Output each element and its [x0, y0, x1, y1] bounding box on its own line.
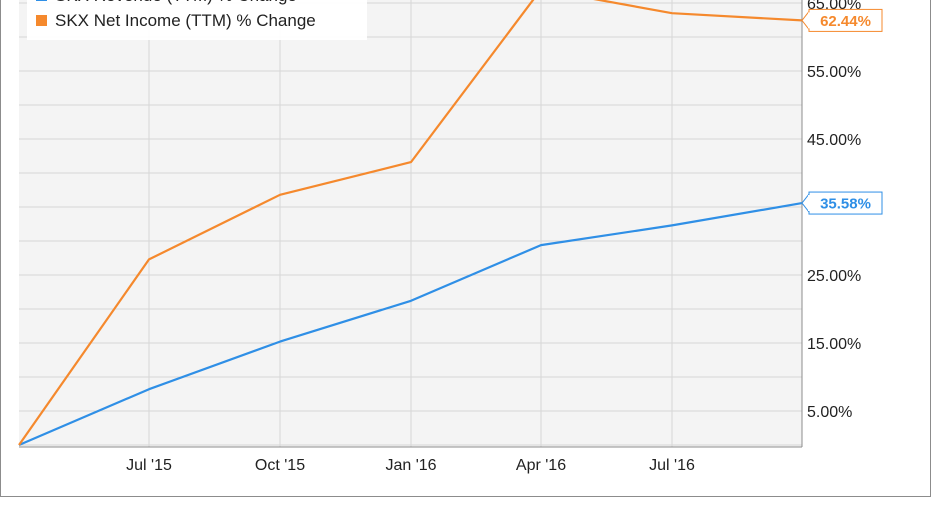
x-tick-label: Jul '15: [126, 457, 172, 474]
series-lines: [18, 0, 803, 447]
y-tick-label: 55.00%: [807, 64, 861, 81]
y-tick-label: 5.00%: [807, 404, 852, 421]
x-tick-label: Apr '16: [516, 457, 566, 474]
legend: SKX Revenue (TTM) % Change SKX Net Income…: [27, 0, 367, 40]
end-label: 35.58%: [820, 196, 871, 213]
y-tick-label: 25.00%: [807, 268, 861, 285]
y-tick-label: 45.00%: [807, 132, 861, 149]
end-label-joint: [808, 12, 810, 29]
x-tick-labels: Jul '15 Oct '15 Jan '16 Apr '16 Jul '16: [126, 457, 695, 474]
end-label: 62.44%: [820, 13, 871, 30]
grid: [19, 0, 802, 447]
legend-swatch: [36, 0, 47, 1]
end-labels: 35.58% 62.44%: [801, 8, 883, 215]
series-line: [18, 202, 803, 447]
x-tick-label: Jul '16: [649, 457, 695, 474]
end-label-pointer: [801, 9, 810, 31]
end-label-pointer: [801, 192, 810, 214]
legend-label: SKX Net Income (TTM) % Change: [55, 11, 316, 30]
legend-swatch: [36, 15, 47, 26]
x-tick-label: Oct '15: [255, 457, 305, 474]
x-tick-label: Jan '16: [385, 457, 436, 474]
legend-box: [27, 0, 367, 40]
series-line: [18, 0, 803, 446]
y-tick-label: 15.00%: [807, 336, 861, 353]
end-label-joint: [808, 195, 810, 212]
legend-label: SKX Revenue (TTM) % Change: [55, 0, 297, 5]
